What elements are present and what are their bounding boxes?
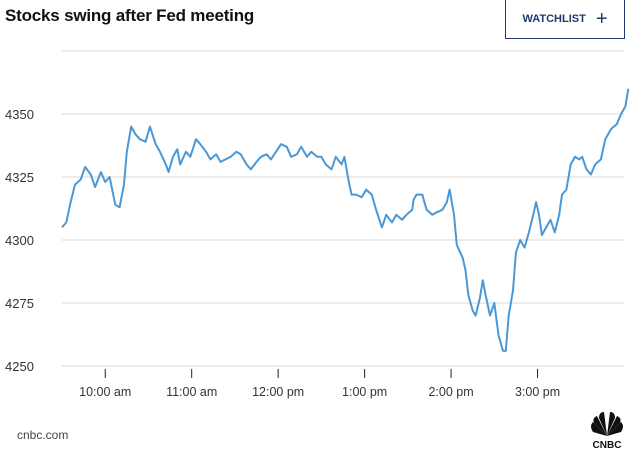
plus-icon: + bbox=[595, 7, 608, 30]
cnbc-logo: CNBC bbox=[591, 412, 623, 450]
y-tick-label: 4325 bbox=[5, 170, 34, 185]
x-tick-label: 2:00 pm bbox=[428, 385, 473, 399]
source-label: cnbc.com bbox=[17, 428, 69, 442]
series-line bbox=[61, 88, 630, 352]
line-chart: 4250 4275 4300 4325 4350 10:00 am 11:00 am 12:0… bbox=[5, 50, 630, 399]
x-tick-label: 10:00 am bbox=[79, 385, 131, 399]
watchlist-button[interactable]: WATCHLIST + bbox=[505, 0, 625, 39]
chart-title: Stocks swing after Fed meeting bbox=[5, 6, 255, 25]
x-tick-label: 11:00 am bbox=[166, 385, 217, 399]
x-tick-label: 12:00 pm bbox=[252, 385, 304, 399]
y-tick-label: 4250 bbox=[5, 359, 34, 374]
x-tick-label: 1:00 pm bbox=[342, 385, 387, 399]
watchlist-label: WATCHLIST bbox=[522, 12, 586, 25]
x-tick-label: 3:00 pm bbox=[515, 385, 560, 399]
y-tick-label: 4350 bbox=[5, 107, 34, 122]
y-tick-label: 4275 bbox=[5, 296, 34, 311]
y-tick-label: 4300 bbox=[5, 233, 34, 248]
svg-text:CNBC: CNBC bbox=[593, 440, 622, 450]
